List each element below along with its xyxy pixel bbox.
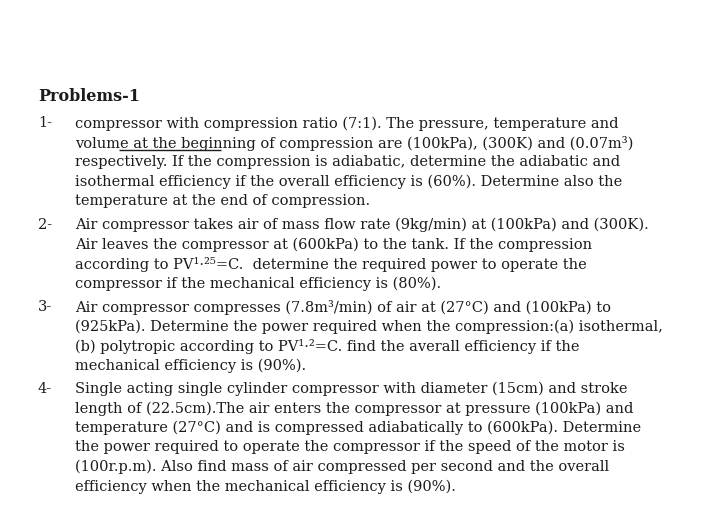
Text: volume at the beginning of compression are (100kPa), (300K) and (0.07m³): volume at the beginning of compression a…	[75, 136, 634, 151]
Text: isothermal efficiency if the overall efficiency is (60%). Determine also the: isothermal efficiency if the overall eff…	[75, 175, 622, 189]
Text: mechanical efficiency is (90%).: mechanical efficiency is (90%).	[75, 358, 306, 373]
Text: (925kPa). Determine the power required when the compression:(a) isothermal,: (925kPa). Determine the power required w…	[75, 319, 663, 334]
Text: temperature (27°C) and is compressed adiabatically to (600kPa). Determine: temperature (27°C) and is compressed adi…	[75, 421, 641, 435]
Text: (100r.p.m). Also find mass of air compressed per second and the overall: (100r.p.m). Also find mass of air compre…	[75, 460, 609, 474]
Text: according to PV¹·²⁵=C.  determine the required power to operate the: according to PV¹·²⁵=C. determine the req…	[75, 257, 587, 272]
Text: 1-: 1-	[38, 116, 52, 130]
Text: respectively. If the compression is adiabatic, determine the adiabatic and: respectively. If the compression is adia…	[75, 155, 620, 169]
Text: temperature at the end of compression.: temperature at the end of compression.	[75, 194, 370, 208]
Text: Air compressor compresses (7.8m³/min) of air at (27°C) and (100kPa) to: Air compressor compresses (7.8m³/min) of…	[75, 300, 611, 315]
Text: length of (22.5cm).The air enters the compressor at pressure (100kPa) and: length of (22.5cm).The air enters the co…	[75, 401, 634, 416]
Text: compressor with compression ratio (7:1). The pressure, temperature and: compressor with compression ratio (7:1).…	[75, 116, 618, 130]
Text: 3-: 3-	[38, 300, 53, 314]
Text: efficiency when the mechanical efficiency is (90%).: efficiency when the mechanical efficienc…	[75, 479, 456, 494]
Text: 2-: 2-	[38, 218, 52, 232]
Text: Problems-1: Problems-1	[38, 88, 140, 105]
Text: Air leaves the compressor at (600kPa) to the tank. If the compression: Air leaves the compressor at (600kPa) to…	[75, 237, 592, 252]
Text: 4-: 4-	[38, 382, 52, 396]
Text: (b) polytropic according to PV¹·²=C. find the averall efficiency if the: (b) polytropic according to PV¹·²=C. fin…	[75, 339, 580, 354]
Text: Air compressor takes air of mass flow rate (9kg/min) at (100kPa) and (300K).: Air compressor takes air of mass flow ra…	[75, 218, 649, 232]
Text: Single acting single cylinder compressor with diameter (15cm) and stroke: Single acting single cylinder compressor…	[75, 382, 628, 396]
Text: compressor if the mechanical efficiency is (80%).: compressor if the mechanical efficiency …	[75, 276, 441, 291]
Text: the power required to operate the compressor if the speed of the motor is: the power required to operate the compre…	[75, 440, 625, 454]
